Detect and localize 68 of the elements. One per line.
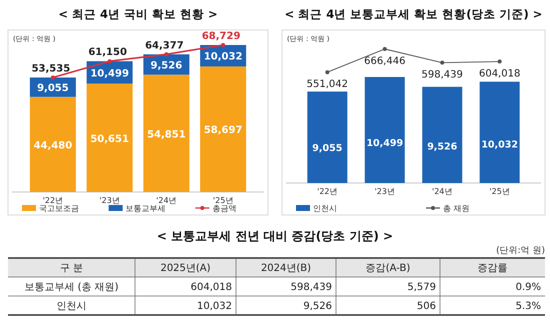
legend-label: 보통교부세 <box>126 204 166 213</box>
data-label: 9,055 <box>37 83 69 94</box>
category-label: 보통교부세 (총 재원) <box>24 282 119 293</box>
point <box>498 60 502 64</box>
data-label: 598,439 <box>422 70 463 81</box>
text: < 최근 4년 국비 확보 현황 > <box>58 7 218 21</box>
data-label: 58,697 <box>204 125 242 136</box>
data-label: 50,651 <box>90 134 129 145</box>
category-label: 2024년(B) <box>260 263 312 274</box>
data-label: 666,446 <box>364 56 406 67</box>
x-tick-label: '24년 <box>156 196 177 205</box>
bar <box>307 92 348 183</box>
data-label: 61,150 <box>88 47 127 58</box>
text: 5,579 <box>407 282 436 293</box>
data-label: 9,526 <box>427 141 458 152</box>
bar <box>480 82 520 183</box>
text: (단위:억 원) <box>496 246 545 256</box>
data-label: 10,032 <box>204 52 242 63</box>
bar <box>364 77 405 183</box>
category-label: 구 분 <box>60 263 84 274</box>
category-label: 증감(A-B) <box>366 263 410 274</box>
bar <box>86 84 133 192</box>
text: 5.3% <box>516 301 541 312</box>
data-label: 44,480 <box>34 140 72 152</box>
text: 598,439 <box>290 282 332 293</box>
x-tick-label: '23년 <box>374 187 395 196</box>
point <box>440 60 444 65</box>
point <box>382 47 387 51</box>
data-label: 53,535 <box>32 63 70 74</box>
category-label: 2025년(A) <box>160 263 211 274</box>
data-label: 551,042 <box>306 79 348 90</box>
legend-label: 국고보조금 <box>39 204 79 213</box>
data-label: 64,377 <box>145 40 184 52</box>
bar <box>143 74 190 192</box>
text: 10,032 <box>197 301 232 312</box>
point <box>164 52 168 56</box>
data-label: 68,729 <box>202 31 240 42</box>
bar <box>30 96 76 192</box>
data-label: 9,526 <box>150 60 182 72</box>
x-tick-label: '23년 <box>99 196 120 205</box>
bar <box>422 86 462 183</box>
data-label: 10,499 <box>90 68 129 80</box>
legend-label: 인천시 <box>313 204 337 213</box>
data-label: 604,018 <box>478 68 520 80</box>
point <box>325 70 330 74</box>
data-label: 54,851 <box>147 129 186 140</box>
legend-label: 총금액 <box>212 204 236 213</box>
point <box>108 59 112 64</box>
x-tick-label: '25년 <box>489 187 510 196</box>
text: 506 <box>416 301 436 312</box>
text: < 보통교부세 전년 대비 증감(당초 기준) > <box>156 229 394 243</box>
text: 9,526 <box>303 301 332 312</box>
x-tick-label: '25년 <box>212 196 234 205</box>
text: 604,018 <box>190 282 232 293</box>
text: 0.9% <box>516 282 541 293</box>
category-label: 증감률 <box>478 263 508 274</box>
legend-label: 총 재원 <box>443 204 470 213</box>
x-tick-label: '22년 <box>317 187 338 196</box>
x-tick-label: '22년 <box>42 196 64 205</box>
data-label: 10,499 <box>366 138 404 149</box>
x-tick-label: '24년 <box>432 187 452 196</box>
point <box>221 43 226 47</box>
point <box>50 76 55 80</box>
bar <box>200 66 246 192</box>
data-label: 10,032 <box>481 140 518 151</box>
chart-title: < 최근 4년 보통교부세 확보 현황(당초 기준) > <box>284 7 542 21</box>
category-label: 인천시 <box>56 301 86 312</box>
data-label: 9,055 <box>312 143 342 154</box>
